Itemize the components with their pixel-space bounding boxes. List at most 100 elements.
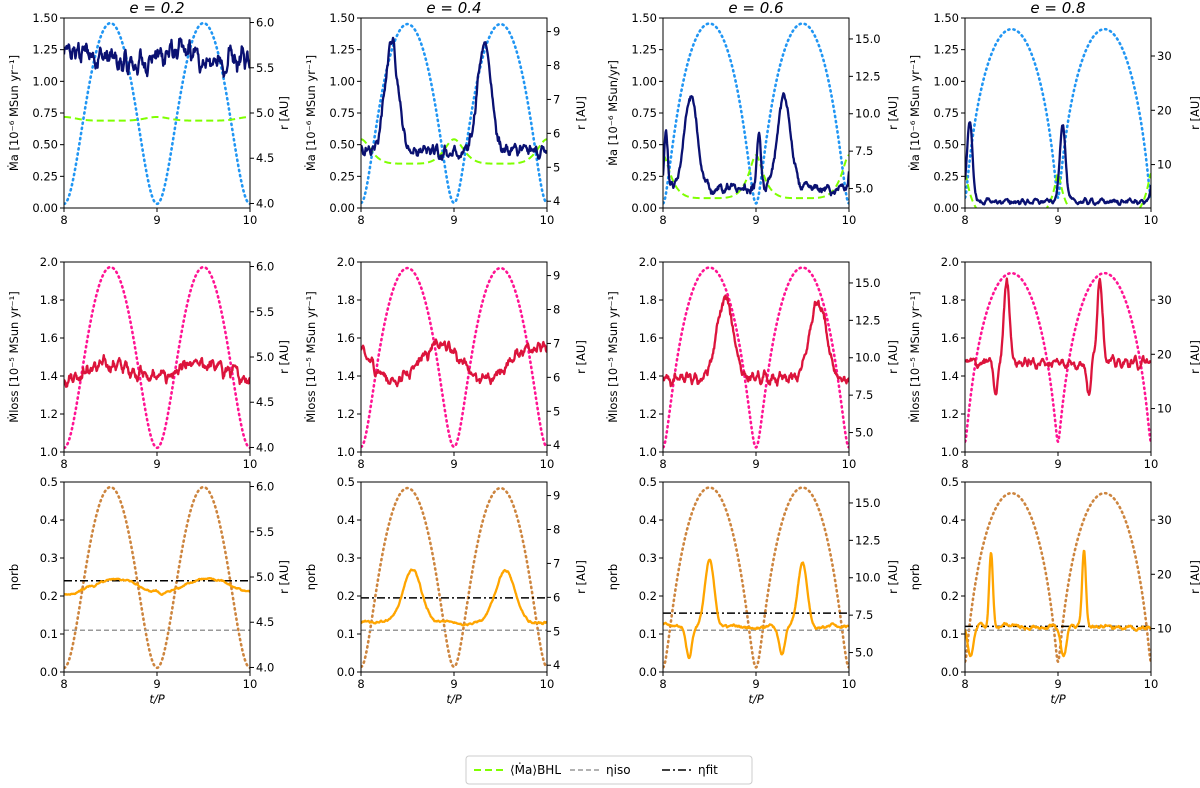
accretion-rate-line xyxy=(663,92,849,197)
y-axis-label: Ṁa [10⁻⁶ MSun yr⁻¹] xyxy=(907,55,922,171)
y-tick-label: 1.2 xyxy=(40,407,58,421)
y-tick-label: 0.25 xyxy=(933,169,959,183)
y-tick-label: 0.50 xyxy=(329,138,355,152)
panel-04-row2: 1.0 1.2 1.4 1.6 1.8 2.0 4 5 6 7 8 9 8 9 10 Ṁloss [10⁻⁵ … xyxy=(303,255,588,471)
x-tick-label: 9 xyxy=(450,457,457,471)
y-tick-label: 1.00 xyxy=(933,74,959,88)
y-axis-label: Ṁloss [10⁻⁵ MSun yr⁻¹] xyxy=(907,291,922,422)
r-axis-label: r [AU] xyxy=(574,340,588,374)
r-tick-label: 4.0 xyxy=(256,196,274,210)
r-tick-label: 6.0 xyxy=(256,260,274,274)
y-tick-label: 1.2 xyxy=(337,407,355,421)
y-tick-label: 0.2 xyxy=(941,589,959,603)
x-tick-label: 9 xyxy=(752,677,759,691)
x-tick-label: 9 xyxy=(1054,457,1061,471)
y-tick-label: 0.75 xyxy=(933,106,959,120)
r-axis-label: r [AU] xyxy=(277,96,291,130)
y-axis-label: Ṁa [10⁻⁶ MSun/yr] xyxy=(605,60,620,166)
r-axis-label: r [AU] xyxy=(574,560,588,594)
y-tick-label: 1.8 xyxy=(639,293,657,307)
x-tick-label: 10 xyxy=(243,213,258,227)
r-tick-label: 10 xyxy=(1157,622,1172,636)
r-tick-label: 7 xyxy=(553,92,560,106)
y-tick-label: 1.00 xyxy=(329,74,355,88)
r-tick-label: 9 xyxy=(553,489,560,503)
y-tick-label: 0.3 xyxy=(337,551,355,565)
r-tick-label: 5 xyxy=(553,404,560,418)
y-tick-label: 0.3 xyxy=(639,551,657,565)
panel-02-row1: 0.00 0.25 0.50 0.75 1.00 1.25 1.50 4.0 4.5 5.0 5.5… xyxy=(6,0,291,227)
r-tick-label: 7.5 xyxy=(855,608,873,622)
r-tick-label: 12.5 xyxy=(855,69,881,83)
panel-08-row3: 0.0 0.1 0.2 0.3 0.4 0.5 10 20 30 8 9 10 ηorb r [AU] t/… xyxy=(908,475,1200,706)
r-tick-label: 4.5 xyxy=(256,151,274,165)
orbit-separation-line xyxy=(965,27,1151,202)
y-tick-label: 0.25 xyxy=(329,169,355,183)
legend: ⟨Ṁa⟩BHL ηiso ηfit xyxy=(465,755,753,785)
y-axis-label: Ṁloss [10⁻⁵ MSun yr⁻¹] xyxy=(6,291,21,422)
y-tick-label: 1.6 xyxy=(40,331,58,345)
r-tick-label: 9 xyxy=(553,25,560,39)
legend-label: ⟨Ṁa⟩BHL xyxy=(510,762,561,777)
r-tick-label: 30 xyxy=(1157,293,1172,307)
r-axis-label: r [AU] xyxy=(1188,340,1200,374)
x-tick-label: 9 xyxy=(450,677,457,691)
y-tick-label: 0.75 xyxy=(631,106,657,120)
plot-area xyxy=(64,485,250,670)
r-axis-label: r [AU] xyxy=(277,560,291,594)
y-tick-label: 2.0 xyxy=(941,255,959,269)
y-tick-label: 0.50 xyxy=(631,138,657,152)
x-tick-label: 9 xyxy=(1054,677,1061,691)
y-tick-label: 0.2 xyxy=(40,589,58,603)
x-tick-label: 10 xyxy=(540,677,555,691)
r-tick-label: 4.0 xyxy=(256,440,274,454)
y-tick-label: 0.4 xyxy=(337,513,355,527)
r-axis-label: r [AU] xyxy=(886,560,900,594)
x-tick-label: 10 xyxy=(243,677,258,691)
panel-04-row3: 0.0 0.1 0.2 0.3 0.4 0.5 4 5 6 7 8 9 8 9 10 ηorb r [AU] t/… xyxy=(304,475,588,706)
r-tick-label: 5.0 xyxy=(855,646,873,660)
y-tick-label: 0.4 xyxy=(40,513,58,527)
y-tick-label: 2.0 xyxy=(40,255,58,269)
r-tick-label: 4.0 xyxy=(256,660,274,674)
y-tick-label: 1.4 xyxy=(40,369,58,383)
y-tick-label: 1.6 xyxy=(639,331,657,345)
y-axis-label: ηorb xyxy=(908,564,922,590)
y-tick-label: 1.2 xyxy=(941,407,959,421)
plot-area xyxy=(361,486,547,669)
x-tick-label: 8 xyxy=(659,457,666,471)
r-axis-label: r [AU] xyxy=(886,340,900,374)
axes-frame xyxy=(360,481,548,673)
y-tick-label: 1.0 xyxy=(40,445,58,459)
y-tick-label: 1.25 xyxy=(32,43,58,57)
x-tick-label: 9 xyxy=(1054,213,1061,227)
x-tick-label: 8 xyxy=(357,457,364,471)
r-tick-label: 4 xyxy=(553,438,560,452)
r-tick-label: 4.5 xyxy=(256,395,274,409)
orbit-separation-line xyxy=(965,271,1151,446)
y-tick-label: 1.0 xyxy=(941,445,959,459)
r-axis-label: r [AU] xyxy=(574,96,588,130)
r-tick-label: 6 xyxy=(553,126,560,140)
x-tick-label: 10 xyxy=(540,457,555,471)
mass-loss-rate-line xyxy=(965,277,1151,396)
plot-area xyxy=(663,22,849,205)
r-tick-label: 4.5 xyxy=(256,615,274,629)
y-tick-label: 0.5 xyxy=(337,475,355,489)
panel-title: e = 0.4 xyxy=(426,0,481,17)
r-tick-label: 5.0 xyxy=(256,106,274,120)
y-tick-label: 1.25 xyxy=(933,43,959,57)
r-tick-label: 10 xyxy=(1157,158,1172,172)
y-axis-label: Ṁa [10⁻⁶ MSun yr⁻¹] xyxy=(6,55,21,171)
y-tick-label: 1.50 xyxy=(933,11,959,25)
panel-08-row2: 1.0 1.2 1.4 1.6 1.8 2.0 10 20 30 8 9 10 Ṁloss [10⁻⁵ … xyxy=(907,255,1200,471)
y-tick-label: 0.1 xyxy=(337,627,355,641)
legend-label: ηfit xyxy=(698,763,718,777)
plot-area xyxy=(64,21,250,206)
r-tick-label: 5.5 xyxy=(256,305,274,319)
panel-02-row3: 0.0 0.1 0.2 0.3 0.4 0.5 4.0 4.5 5.0 5.5 6.0 8 9 10 ηor… xyxy=(7,475,291,706)
x-tick-label: 9 xyxy=(752,213,759,227)
x-tick-label: 8 xyxy=(659,213,666,227)
y-tick-label: 1.25 xyxy=(631,43,657,57)
mass-loss-rate-line xyxy=(361,338,547,388)
